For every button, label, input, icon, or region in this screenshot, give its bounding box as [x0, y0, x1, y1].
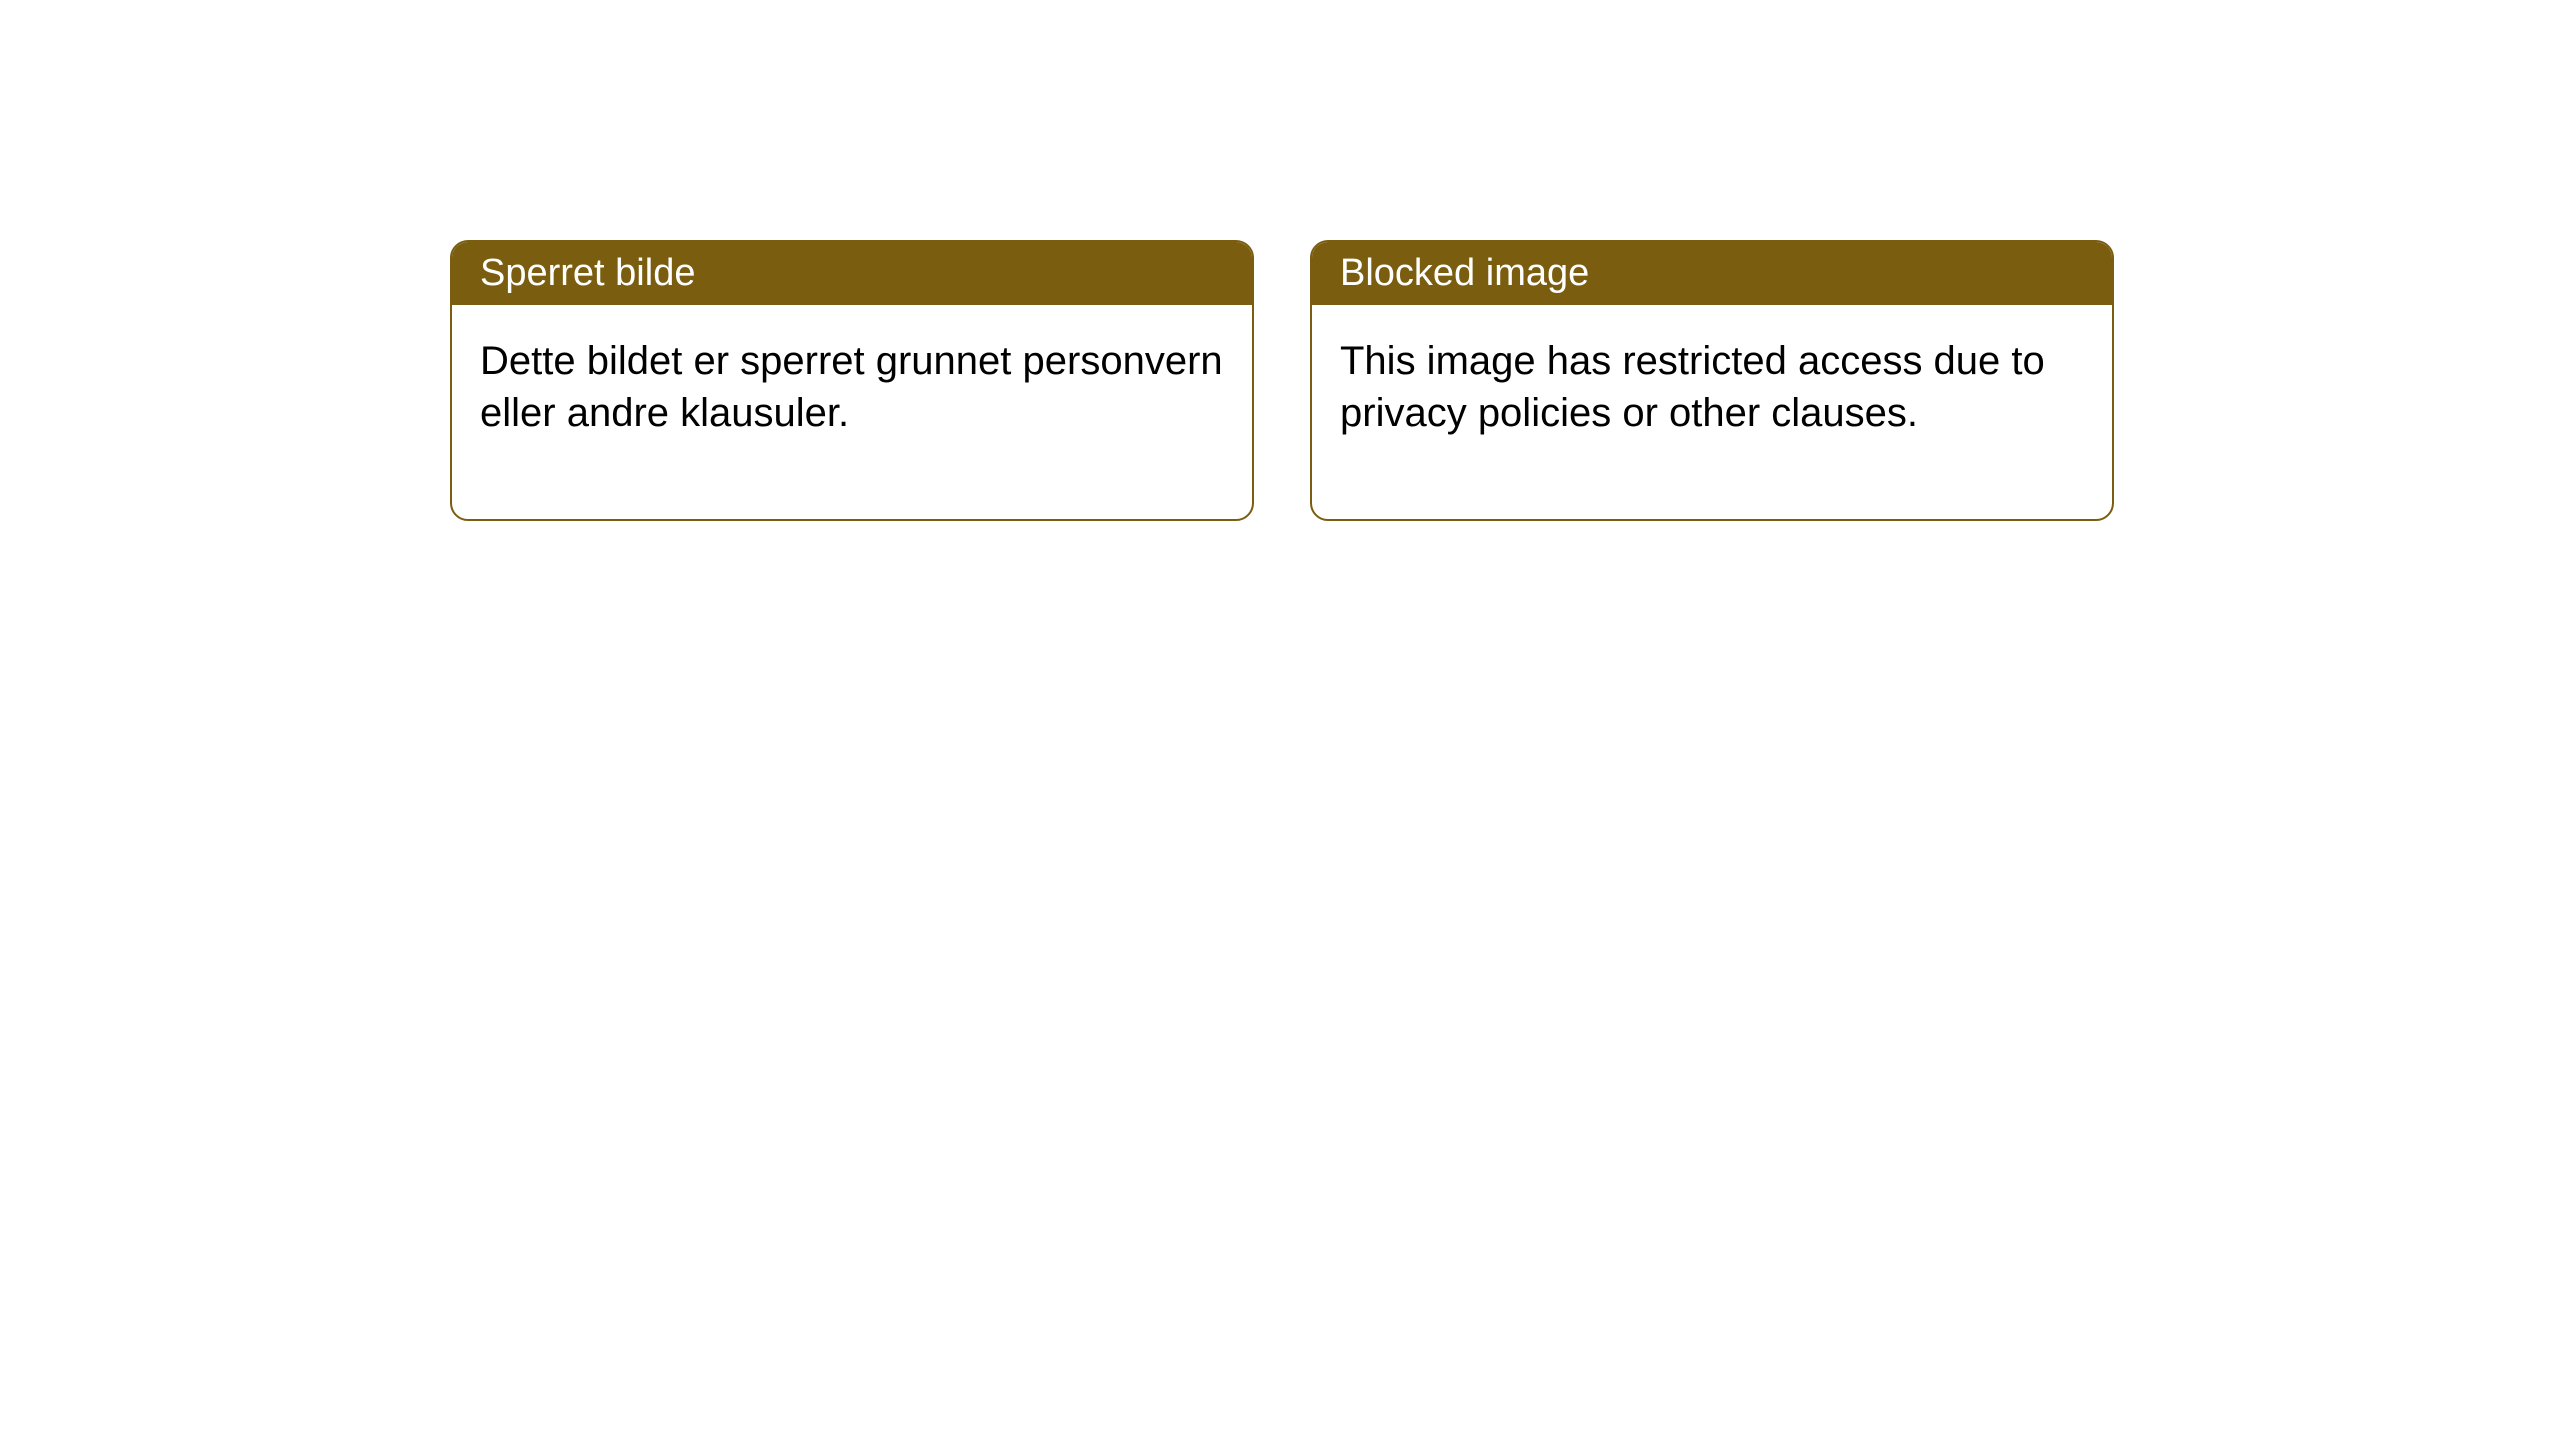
notice-body: This image has restricted access due to …: [1312, 305, 2112, 519]
notice-header: Sperret bilde: [452, 242, 1252, 305]
notice-header: Blocked image: [1312, 242, 2112, 305]
notice-card-norwegian: Sperret bilde Dette bildet er sperret gr…: [450, 240, 1254, 521]
notice-body: Dette bildet er sperret grunnet personve…: [452, 305, 1252, 519]
notice-card-english: Blocked image This image has restricted …: [1310, 240, 2114, 521]
notice-container: Sperret bilde Dette bildet er sperret gr…: [0, 0, 2560, 521]
